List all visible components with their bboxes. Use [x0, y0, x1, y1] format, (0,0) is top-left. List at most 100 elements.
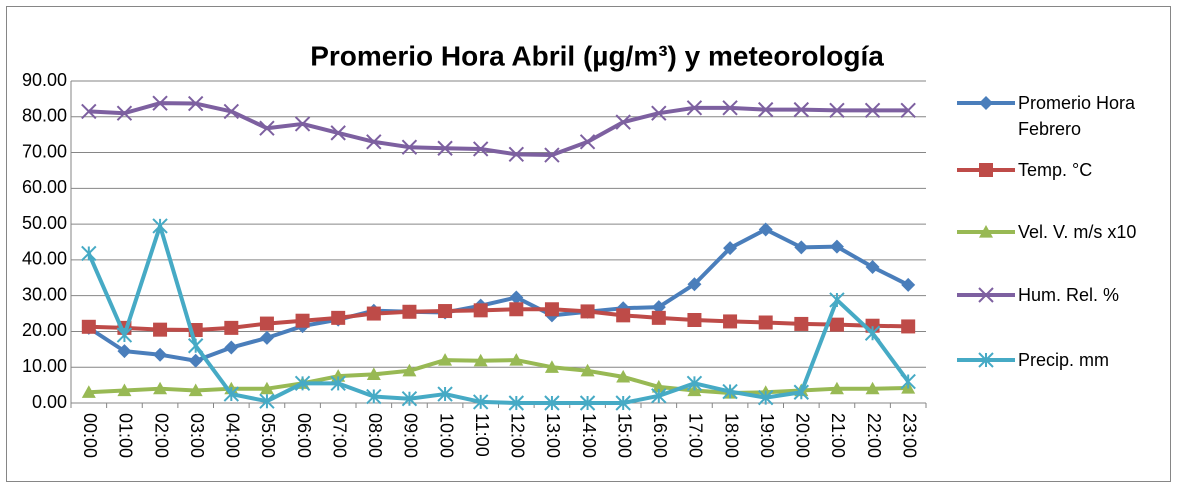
data-point [259, 381, 274, 395]
data-point [829, 102, 845, 119]
data-point [829, 292, 845, 308]
data-point [865, 260, 880, 275]
chart-title: Promerio Hora Abril (µg/m³) y meteorolog… [310, 40, 884, 71]
data-point [402, 363, 417, 377]
x-tick-label: 22:00 [864, 413, 884, 458]
data-point [901, 319, 916, 334]
x-tick-label: 21:00 [828, 413, 848, 458]
x-tick-label: 02:00 [151, 413, 171, 458]
data-point [651, 310, 666, 325]
data-point [402, 304, 417, 319]
x-tick-label: 19:00 [757, 413, 777, 458]
data-point [579, 395, 596, 411]
data-point [472, 141, 489, 157]
legend-label: Vel. V. m/s x10 [1018, 222, 1137, 242]
data-point [437, 140, 453, 156]
x-tick-label: 20:00 [793, 413, 813, 458]
data-point [116, 327, 133, 343]
data-point [616, 308, 631, 323]
x-tick-label: 06:00 [294, 413, 314, 458]
data-point [509, 290, 524, 305]
data-point [438, 304, 453, 319]
data-point [401, 390, 418, 407]
data-point [829, 381, 844, 395]
x-tick-label: 12:00 [508, 413, 528, 458]
y-tick-label: 20.00 [22, 320, 67, 340]
data-point [81, 245, 97, 262]
data-point [509, 302, 524, 317]
data-point [687, 312, 702, 327]
x-tick-label: 00:00 [80, 413, 100, 458]
data-point [188, 383, 203, 397]
x-tick-label: 16:00 [650, 413, 670, 458]
data-point [758, 222, 773, 237]
data-point [223, 103, 240, 120]
data-point [81, 103, 97, 120]
data-point [508, 146, 525, 163]
x-tick-label: 11:00 [472, 413, 492, 457]
x-tick-label: 10:00 [436, 413, 456, 458]
data-point [615, 114, 631, 130]
data-point [580, 363, 595, 377]
data-point [794, 316, 809, 331]
legend-label: Hum. Rel. % [1018, 285, 1120, 305]
chart-frame [6, 6, 1171, 482]
data-point [865, 381, 880, 395]
x-tick-label: 04:00 [223, 413, 243, 458]
data-point [152, 218, 168, 234]
x-tick-label: 15:00 [614, 413, 634, 458]
data-point [366, 388, 382, 405]
data-point [153, 322, 168, 337]
data-point [758, 315, 773, 330]
data-point [438, 353, 453, 366]
data-point [188, 353, 203, 368]
data-point [580, 304, 595, 319]
y-tick-label: 80.00 [22, 106, 67, 126]
data-point [330, 125, 346, 141]
data-point [294, 116, 311, 132]
x-tick-label: 08:00 [365, 413, 385, 458]
y-tick-label: 90.00 [22, 70, 67, 90]
data-point [295, 313, 310, 328]
y-tick-label: 40.00 [22, 249, 67, 269]
data-point [259, 120, 275, 136]
y-tick-label: 50.00 [22, 213, 67, 233]
data-point [864, 102, 881, 119]
data-point [793, 101, 810, 118]
data-point [900, 102, 916, 119]
legend-marker [978, 352, 994, 368]
data-point [401, 139, 418, 155]
data-point [187, 95, 204, 112]
data-point [152, 95, 168, 111]
data-point [508, 395, 525, 411]
data-point [224, 320, 239, 335]
legend-label: Precip. mm [1018, 350, 1110, 370]
legend-label: Promerio Hora Febrero [1018, 93, 1136, 139]
x-tick-label: 23:00 [899, 413, 919, 458]
data-point [294, 375, 311, 392]
data-point [153, 347, 168, 362]
data-point [686, 100, 703, 116]
data-point [793, 384, 810, 400]
data-point [615, 395, 631, 411]
data-point [722, 100, 738, 116]
data-point [686, 375, 703, 392]
data-point [366, 367, 381, 380]
data-point [651, 300, 666, 315]
data-point [722, 383, 738, 400]
data-point [509, 353, 524, 366]
y-tick-label: 10.00 [22, 356, 67, 376]
data-point [473, 353, 488, 367]
data-point [794, 240, 809, 255]
y-tick-label: 0.00 [32, 392, 67, 412]
data-point [757, 101, 774, 118]
data-point [81, 319, 96, 334]
x-tick-label: 01:00 [116, 413, 136, 458]
data-point [153, 381, 168, 395]
data-point [687, 277, 702, 292]
data-point [723, 314, 738, 329]
data-point [187, 338, 204, 354]
series-line [86, 223, 910, 405]
data-point [651, 388, 667, 404]
